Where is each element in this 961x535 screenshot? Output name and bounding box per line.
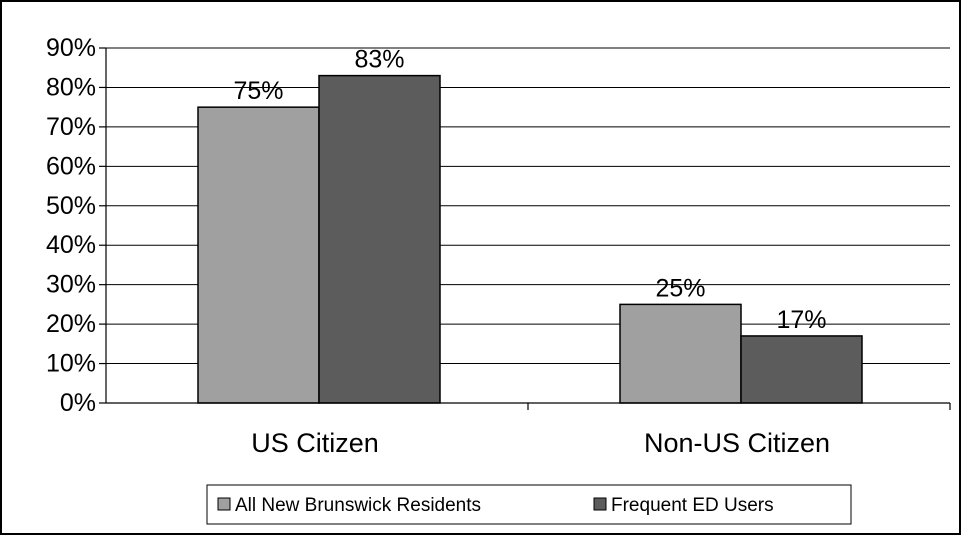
bar-frequent-ed-users [740,335,863,404]
y-tick-label: 70% [46,113,96,141]
y-tick-label: 30% [46,271,96,299]
y-tick-label: 20% [46,310,96,338]
x-tick-label: Non-US Citizen [644,428,830,458]
x-tick-label: US Citizen [251,428,379,458]
data-label: 25% [655,274,705,302]
labels: 0% 10% 20% 30% 40% 50% 60% 70% 80% 90% 75% 83% US Ci… [46,34,830,458]
legend-swatch [217,497,231,511]
legend-swatch [593,497,607,511]
legend-label: Frequent ED Users [611,495,774,516]
axes [99,47,951,410]
y-tick-label: 80% [46,73,96,101]
legend-box [206,484,852,525]
data-label: 17% [776,306,826,334]
y-tick-label: 60% [46,152,96,180]
y-tick-label: 50% [46,192,96,220]
data-label: 83% [354,46,404,74]
bar-all-residents [619,303,742,404]
y-tick-label: 0% [60,389,96,417]
data-label: 75% [233,77,283,105]
legend: All New Brunswick Residents Frequent ED U… [206,484,852,525]
bar-frequent-ed-users [318,74,441,404]
legend-label: All New Brunswick Residents [235,495,481,516]
bar-all-residents [197,106,320,404]
y-tick-label: 10% [46,350,96,378]
bars [197,74,863,404]
y-tick-label: 40% [46,231,96,259]
y-tick-label: 90% [46,34,96,62]
